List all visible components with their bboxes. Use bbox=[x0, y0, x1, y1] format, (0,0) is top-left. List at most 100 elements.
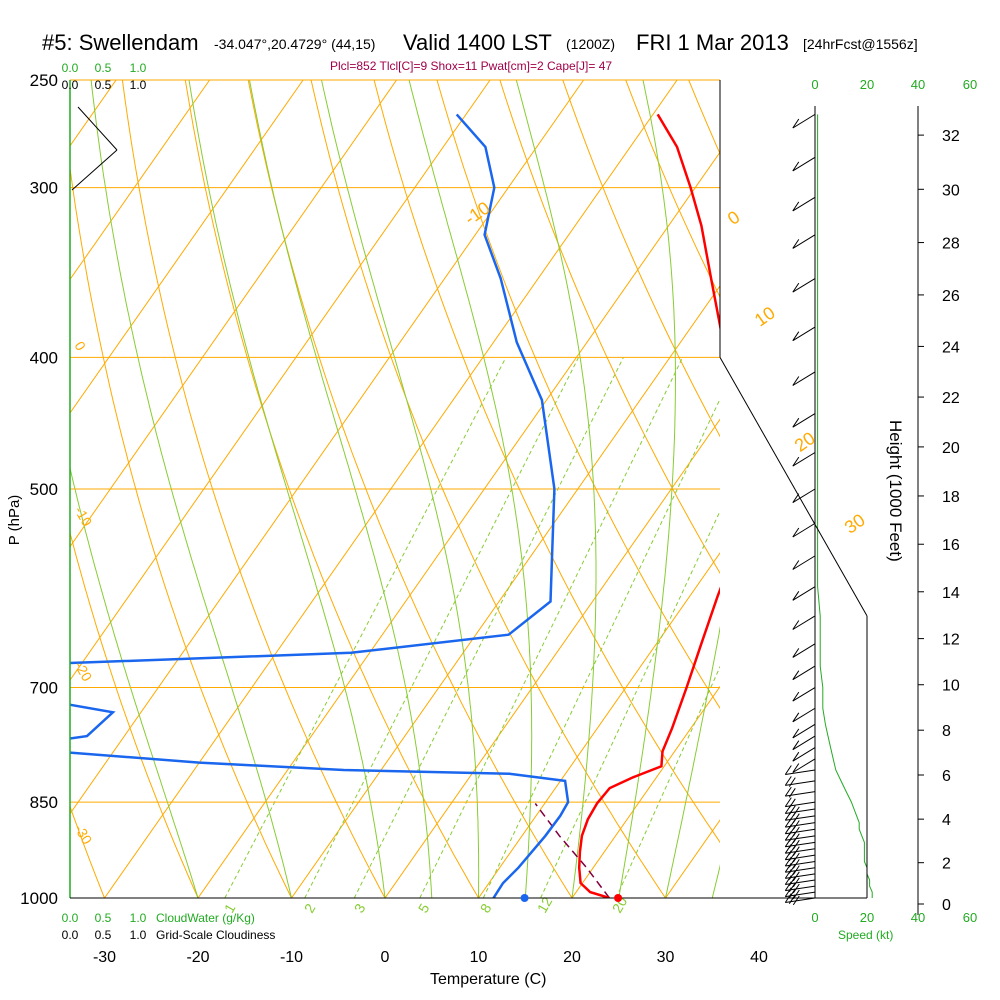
dry-adiabat-line bbox=[70, 164, 292, 898]
mixing-ratio-label: 2 bbox=[301, 901, 319, 916]
cloudiness-trace bbox=[77, 106, 118, 151]
wind-barb-flag bbox=[788, 777, 796, 787]
dry-adiabat-line bbox=[752, 80, 1000, 898]
station-name: #5: Swellendam bbox=[42, 30, 199, 55]
dry-adiabat-line bbox=[562, 80, 720, 438]
mixing-ratio-label: 3 bbox=[351, 901, 369, 916]
wind-barb-flag bbox=[788, 870, 796, 880]
wind-barb bbox=[785, 867, 816, 873]
pressure-axis-label: P (hPa) bbox=[6, 494, 23, 546]
wind-barb-flag bbox=[792, 839, 800, 850]
temperature-tick-label: 10 bbox=[470, 949, 488, 966]
isotherm-line bbox=[478, 552, 720, 898]
wind-speed-scale-top: 0 bbox=[811, 77, 818, 92]
mixing-ratio-line bbox=[304, 357, 580, 898]
wind-barb-flag bbox=[792, 826, 800, 837]
wind-barb bbox=[792, 156, 816, 172]
wind-barb-flag bbox=[788, 864, 796, 874]
wind-barb bbox=[785, 885, 816, 892]
height-tick-label: 2 bbox=[942, 856, 951, 873]
wind-barb-flag bbox=[792, 331, 800, 341]
height-tick-label: 16 bbox=[942, 537, 960, 554]
height-tick-label: 6 bbox=[942, 768, 951, 785]
wind-barb bbox=[785, 791, 816, 797]
zulu-time: (1200Z) bbox=[566, 36, 616, 52]
wind-barb-flag bbox=[784, 869, 792, 879]
isotherm-label: 30 bbox=[841, 510, 869, 538]
wind-barb-flag bbox=[792, 833, 800, 843]
mixing-ratio-label: 8 bbox=[477, 901, 495, 916]
wind-barb-flag bbox=[792, 670, 800, 680]
wind-barb-flag bbox=[792, 763, 800, 773]
isotherm-label: -10 bbox=[461, 198, 494, 229]
wind-barb-flag bbox=[792, 712, 800, 723]
surface-dewpoint-dot bbox=[520, 894, 529, 902]
isotherm-label: 10 bbox=[751, 302, 779, 330]
cloudiness-label: Grid-Scale Cloudiness bbox=[156, 928, 275, 942]
dry-adiabat-label: 0 bbox=[71, 339, 89, 354]
pressure-tick-label: 400 bbox=[30, 348, 58, 367]
wind-barb bbox=[792, 234, 816, 249]
wind-barb-flag bbox=[784, 765, 792, 775]
wind-barb bbox=[792, 665, 816, 681]
isotherm-line bbox=[853, 80, 1000, 898]
wind-speed-scale-top: 20 bbox=[860, 77, 874, 92]
dry-adiabat-line bbox=[121, 80, 386, 898]
wind-barb bbox=[785, 873, 816, 879]
top-cloudiness-scale-label: 1.0 bbox=[130, 78, 147, 92]
profile-layer bbox=[70, 113, 720, 898]
moist-adiabat-line bbox=[515, 80, 597, 898]
valid-time: Valid 1400 LST bbox=[403, 30, 552, 55]
wind-barb-flag bbox=[792, 239, 800, 249]
wind-barb bbox=[792, 643, 816, 658]
cloudwater-label: CloudWater (g/Kg) bbox=[156, 911, 255, 925]
dry-adiabat-line bbox=[247, 80, 573, 898]
temperature-tick-label: -10 bbox=[280, 949, 303, 966]
wind-barb bbox=[785, 854, 816, 861]
dewpoint-trace bbox=[70, 113, 570, 898]
isotherm-line bbox=[70, 80, 304, 414]
pressure-tick-label: 250 bbox=[30, 71, 58, 90]
wind-barb bbox=[792, 555, 816, 570]
temperature-tick-label: -20 bbox=[186, 949, 209, 966]
height-tick-label: 0 bbox=[942, 897, 951, 914]
isotherm-label: 0 bbox=[724, 207, 744, 229]
wind-barb bbox=[792, 735, 816, 751]
dry-adiabat-line bbox=[70, 530, 199, 898]
wind-barb-flag bbox=[784, 887, 792, 897]
wind-barb-flag bbox=[792, 201, 800, 212]
mixing-ratio-label: 20 bbox=[609, 894, 631, 916]
wind-barb-flag bbox=[784, 875, 792, 885]
wind-barb-flag bbox=[792, 865, 800, 875]
wind-barb-flag bbox=[792, 456, 800, 467]
mixing-ratio-line bbox=[353, 357, 624, 898]
wind-barb bbox=[785, 815, 816, 821]
wind-speed-scale-top: 40 bbox=[911, 77, 925, 92]
wind-barb bbox=[792, 278, 816, 293]
height-tick-label: 10 bbox=[942, 678, 960, 695]
grid-layer bbox=[70, 80, 1000, 898]
mixing-ratio-line bbox=[224, 357, 507, 898]
mixing-ratio-label: 5 bbox=[415, 901, 433, 916]
mixing-ratio-line bbox=[482, 398, 720, 898]
wind-barb-flag bbox=[792, 282, 800, 293]
top-cloudwater-scale-label: 0.5 bbox=[95, 61, 112, 75]
speed-label: Speed (kt) bbox=[838, 928, 893, 942]
bottom-cloudiness-scale-label: 1.0 bbox=[130, 928, 147, 942]
wind-barb-flag bbox=[792, 620, 800, 630]
wind-barb bbox=[792, 522, 816, 538]
forecast-date: FRI 1 Mar 2013 bbox=[636, 30, 789, 55]
wind-barb-flag bbox=[792, 751, 800, 762]
dry-adiabat-line bbox=[815, 80, 1000, 898]
wind-barb bbox=[785, 848, 816, 854]
mixing-ratio-line bbox=[615, 665, 720, 898]
moist-adiabat-line bbox=[618, 80, 677, 898]
wind-barb-flag bbox=[792, 877, 800, 888]
moist-adiabat-line bbox=[70, 465, 199, 898]
dry-adiabat-line bbox=[310, 80, 666, 898]
wind-barb-flag bbox=[792, 591, 800, 601]
wind-barb-flag bbox=[792, 161, 800, 172]
